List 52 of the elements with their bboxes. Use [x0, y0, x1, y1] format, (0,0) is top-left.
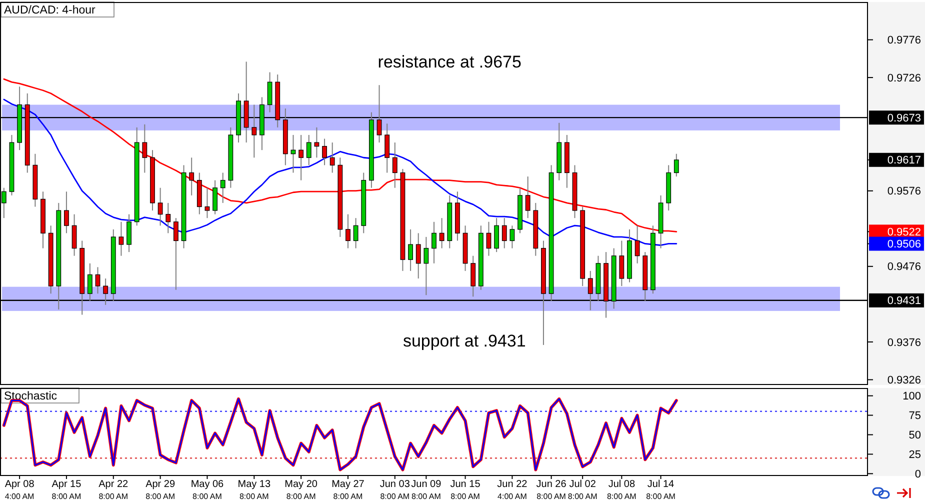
- x-tick-label: Jul 14: [647, 479, 675, 490]
- x-tick-label: May 20: [284, 479, 318, 490]
- x-tick-label: Jun 15: [450, 479, 481, 490]
- text: 8:00 AM: [606, 492, 637, 501]
- y-tick-label: 0.9376: [887, 336, 921, 349]
- x-tick-label: May 06: [190, 479, 224, 490]
- ref-line-label: 0.9673: [887, 112, 921, 124]
- text: 8:00 AM: [192, 492, 222, 501]
- y-tick-label: 0.9326: [887, 374, 921, 387]
- text: 8:00 AM: [450, 492, 480, 501]
- y-tick-label: 0.9576: [887, 186, 921, 198]
- x-tick-label: Apr 15: [52, 479, 82, 490]
- y-tick-label: 0.9506: [887, 238, 921, 251]
- x-tick-label: Apr 08: [4, 479, 35, 490]
- x-tick-label: Apr 29: [146, 479, 176, 490]
- text: 8:00 AM: [646, 492, 676, 501]
- y-tick-label: 0.9726: [887, 72, 921, 84]
- chart-title: Stochastic: [4, 390, 58, 402]
- y-tick-label: 0.9617: [887, 154, 921, 167]
- x-tick-label: Jul 02: [569, 479, 596, 490]
- text: 8:00 AM: [146, 492, 176, 501]
- y-tick-label: 0: [914, 468, 921, 481]
- x-tick-label: Jun 03: [380, 479, 410, 490]
- x-tick-label: Jul 08: [608, 479, 636, 490]
- text: 8:00 AM: [536, 492, 566, 501]
- annotation: resistance at .9675: [378, 52, 522, 72]
- text: 4:00 AM: [498, 492, 528, 501]
- ref-line-label: 0.9431: [887, 295, 921, 308]
- x-tick-label: May 27: [332, 479, 365, 490]
- y-tick-label: 50: [908, 430, 921, 442]
- y-tick-label: 75: [908, 410, 921, 422]
- y-tick-label: 25: [908, 449, 921, 462]
- text: 8:00 AM: [380, 492, 410, 501]
- text: 8:00 AM: [333, 492, 363, 501]
- y-tick-label: 100: [902, 390, 921, 403]
- annotation: support at .9431: [402, 331, 526, 350]
- x-tick-label: Jun 22: [497, 479, 528, 490]
- text: 8:00 AM: [239, 492, 270, 501]
- text: 8:00 AM: [568, 492, 598, 501]
- text: 8:00 AM: [412, 492, 442, 501]
- x-tick-label: Jun 09: [411, 479, 442, 490]
- x-tick-label: Jun 26: [536, 479, 567, 490]
- text: 8:00 AM: [52, 492, 82, 501]
- text: 4:00 AM: [4, 492, 35, 501]
- chart-title: AUD/CAD: 4-hour: [4, 4, 96, 16]
- y-tick-label: 0.9776: [887, 34, 921, 47]
- x-tick-label: Apr 22: [98, 479, 129, 490]
- y-tick-label: 0.9522: [887, 226, 921, 238]
- text: 8:00 AM: [286, 492, 316, 501]
- text: 8:00 AM: [98, 492, 128, 501]
- x-tick-label: May 13: [238, 479, 271, 490]
- y-tick-label: 0.9476: [887, 261, 921, 274]
